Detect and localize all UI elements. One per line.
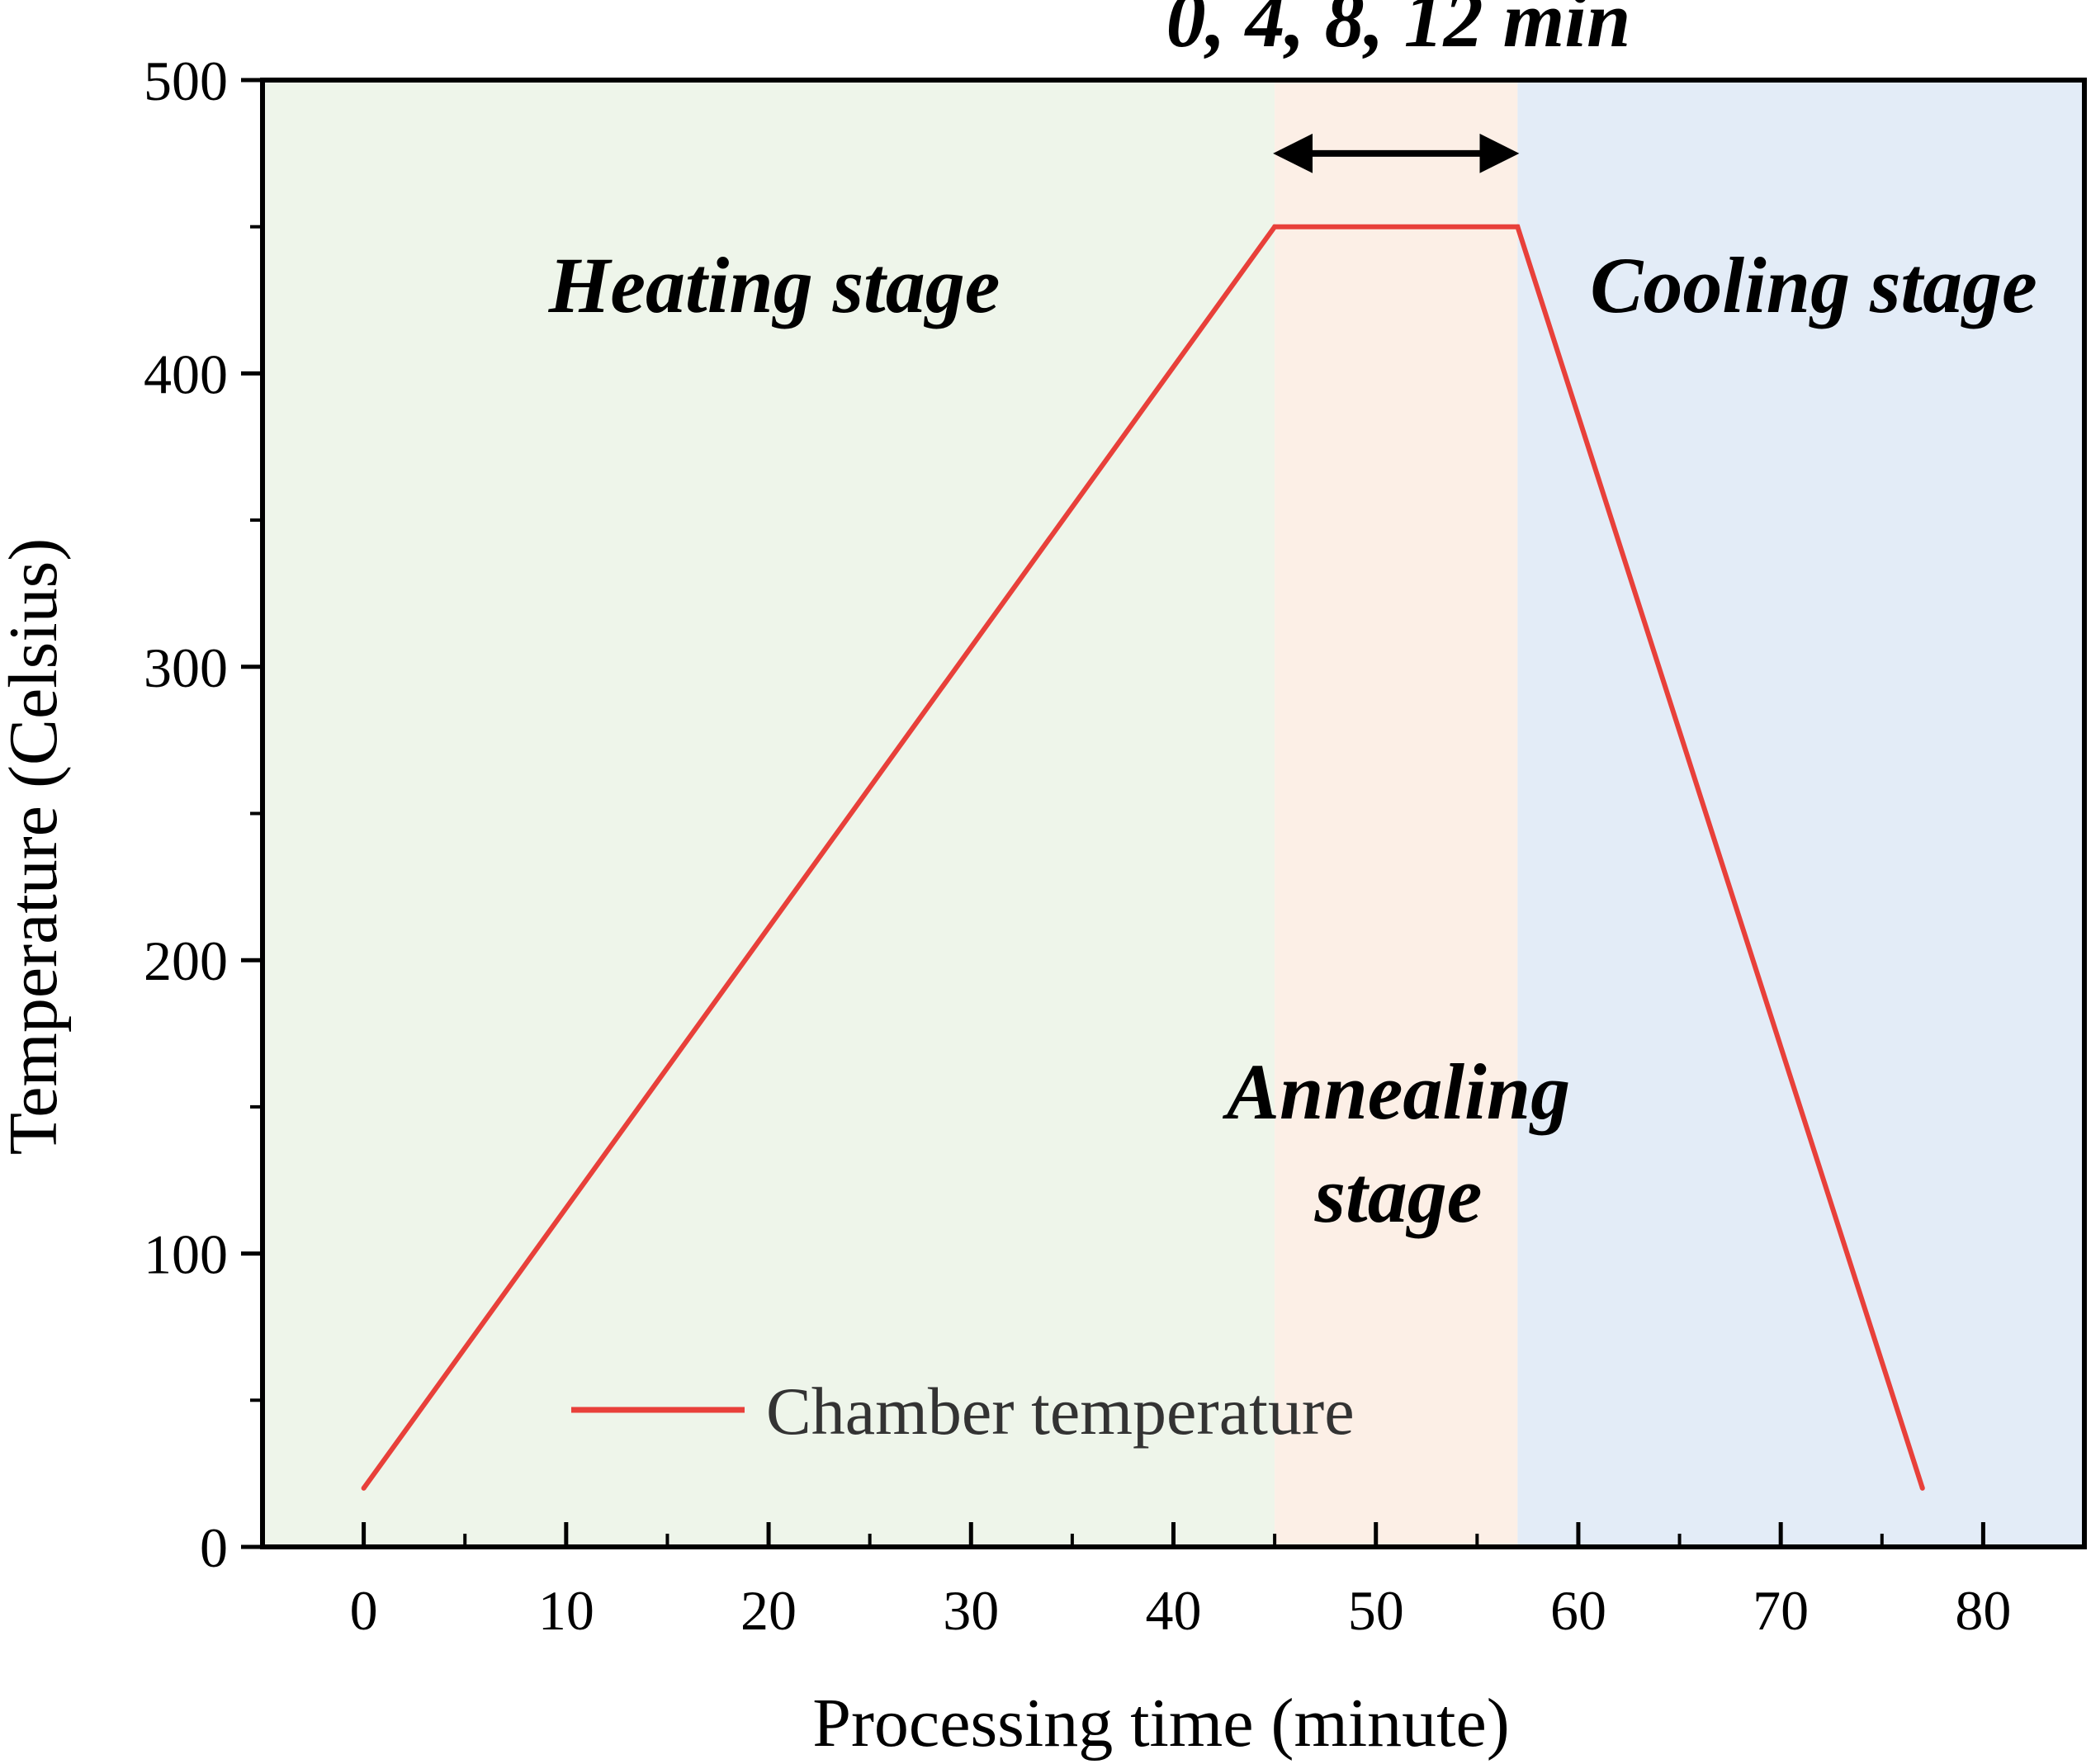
x-axis-title: Processing time (minute)	[812, 1685, 1510, 1762]
y-tick-label: 200	[144, 929, 228, 992]
x-tick-label: 80	[1955, 1579, 2011, 1642]
series-line-chamber-temperature	[362, 224, 1925, 1490]
annealing-duration-label: 0, 4, 8, 12 min	[1166, 0, 1631, 64]
series-group	[361, 224, 1925, 1491]
x-tick-label: 40	[1146, 1579, 1202, 1642]
y-tick-label: 500	[144, 50, 228, 112]
region-cooling-stage	[1517, 80, 2084, 1547]
legend-label: Chamber temperature	[766, 1374, 1355, 1449]
x-tick-label: 50	[1348, 1579, 1404, 1642]
legend: Chamber temperature	[571, 1374, 1355, 1449]
x-axis-ticks: 0 10 20 30 40 50 60 70 80	[350, 1522, 2011, 1642]
x-tick-label: 0	[350, 1579, 378, 1642]
data-point	[361, 1485, 367, 1491]
heating-stage-label: Heating stage	[548, 241, 1001, 329]
region-heating-stage	[263, 80, 1275, 1547]
data-point	[1272, 224, 1278, 229]
y-tick-label: 100	[144, 1223, 228, 1286]
y-tick-label: 0	[200, 1516, 228, 1579]
x-tick-label: 10	[538, 1579, 594, 1642]
annealing-stage-label-line2: stage	[1314, 1151, 1483, 1239]
annealing-stage-label-line1: Annealing	[1223, 1048, 1570, 1136]
region-annealing-stage	[1275, 80, 1518, 1547]
y-axis-title: Temperature (Celsius)	[0, 538, 72, 1156]
y-tick-label: 400	[144, 343, 228, 405]
stage-regions	[263, 80, 2084, 1547]
data-point	[1919, 1485, 1925, 1491]
x-tick-label: 30	[943, 1579, 999, 1642]
x-tick-label: 20	[740, 1579, 797, 1642]
y-axis-ticks: 0 100 200 300 400 500	[144, 50, 263, 1579]
y-tick-label: 300	[144, 636, 228, 699]
cooling-stage-label: Cooling stage	[1590, 241, 2037, 329]
x-tick-label: 60	[1550, 1579, 1606, 1642]
data-point	[1515, 224, 1521, 229]
x-tick-label: 70	[1753, 1579, 1809, 1642]
